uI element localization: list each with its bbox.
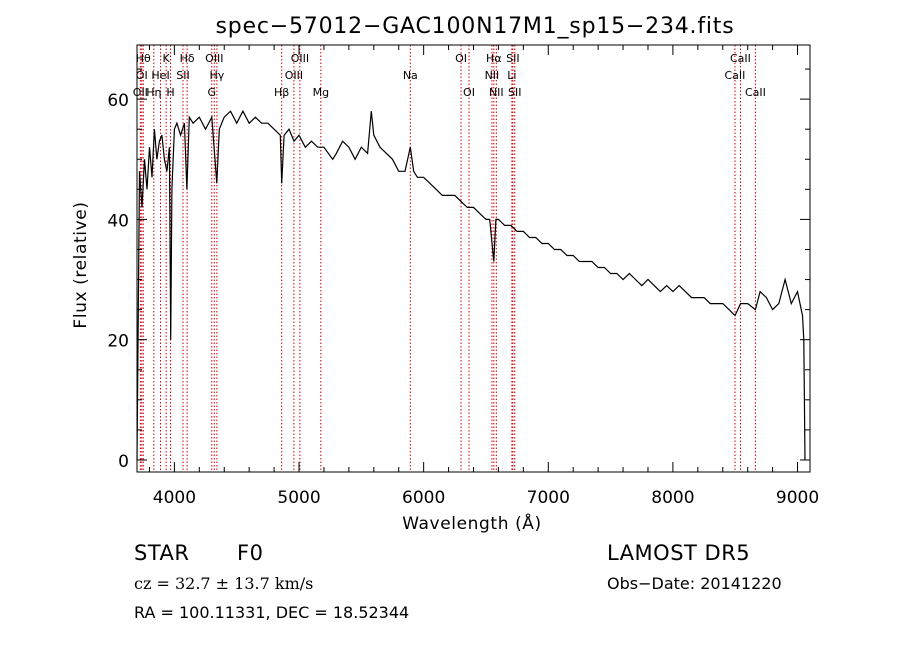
line-marker-label: Na <box>403 69 418 82</box>
x-tick-label: 7000 <box>527 488 570 508</box>
line-marker-label: Hθ <box>136 52 151 65</box>
line-marker-label: CaII <box>745 86 766 99</box>
y-tick-label: 0 <box>118 452 129 472</box>
survey-name: LAMOST DR5 <box>607 541 751 565</box>
line-marker-label: OI <box>455 52 467 65</box>
object-subclass: F0 <box>237 541 264 565</box>
observation-date: Obs−Date: 20141220 <box>607 574 782 593</box>
line-marker-label: OIII <box>291 52 309 65</box>
line-marker-label: Li <box>507 69 516 82</box>
coordinates: RA = 100.11331, DEC = 18.52344 <box>134 603 410 622</box>
plot-frame <box>136 44 811 473</box>
line-marker-label: Hδ <box>180 52 195 65</box>
line-marker-label: SII <box>508 86 521 99</box>
line-marker-label: G <box>208 86 217 99</box>
x-tick-label: 6000 <box>402 488 445 508</box>
line-marker-label: Hβ <box>274 86 289 99</box>
redshift-velocity: cz = 32.7 ± 13.7 km/s <box>134 574 314 593</box>
line-marker-label: SII <box>176 69 189 82</box>
x-axis: 4000 5000 6000 7000 8000 9000 <box>148 45 819 508</box>
y-tick-label: 20 <box>107 332 129 352</box>
line-marker-label: Hα <box>486 52 502 65</box>
line-marker-label: OI <box>136 69 148 82</box>
x-tick-label: 8000 <box>651 488 694 508</box>
line-marker-label: K <box>163 52 171 65</box>
line-marker-label: OIII <box>285 69 303 82</box>
y-tick-label: 60 <box>107 91 129 111</box>
x-tick-label: 9000 <box>776 488 819 508</box>
line-marker-label: NII <box>485 69 500 82</box>
line-marker-label: OIII <box>205 52 223 65</box>
x-tick-label: 4000 <box>153 488 196 508</box>
line-marker-label: H <box>166 86 174 99</box>
line-marker-label: SII <box>506 52 519 65</box>
line-marker-label: Hη <box>146 86 161 99</box>
line-marker-label: OI <box>463 86 475 99</box>
chart-title: spec−57012−GAC100N17M1_sp15−234.fits <box>216 14 735 39</box>
spectrum-line <box>136 109 806 461</box>
line-marker-label: CaII <box>725 69 746 82</box>
object-class: STAR <box>134 541 190 565</box>
line-marker-label: CaII <box>730 52 751 65</box>
x-axis-label: Wavelength (Å) <box>402 512 542 534</box>
x-tick-label: 5000 <box>277 488 320 508</box>
y-tick-label: 40 <box>107 211 129 231</box>
y-axis: 0 20 40 60 <box>107 68 810 472</box>
y-axis-label: Flux (relative) <box>71 201 91 328</box>
line-marker-label: Mg <box>313 86 329 99</box>
line-marker-label: HeI <box>151 69 169 82</box>
line-markers <box>139 45 756 472</box>
line-marker-label: Hγ <box>209 69 224 82</box>
line-marker-label: NII <box>489 86 504 99</box>
line-marker-labels: OIIOIHθHηHeIKHSIIHδGOIIIHγHβOIIIOIIIMgNa… <box>133 52 766 99</box>
